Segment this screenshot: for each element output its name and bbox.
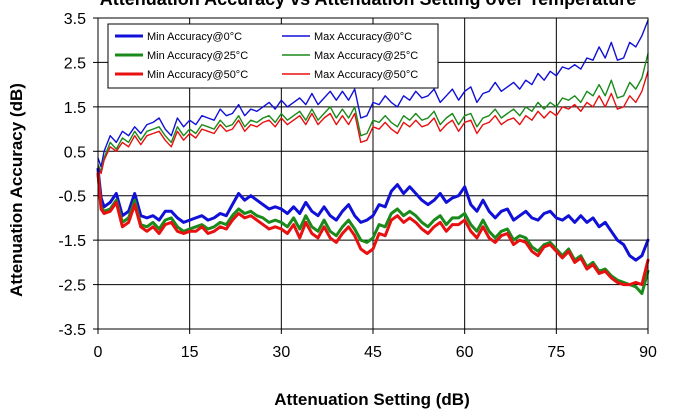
y-tick-label: -2.5 (58, 278, 86, 295)
y-tick-label: 0.5 (64, 144, 86, 161)
legend-label-2: Max Accuracy@0°C (314, 31, 412, 43)
x-tick-label: 90 (639, 344, 657, 361)
x-tick-label: 0 (94, 344, 103, 361)
axis-ticks: 0 15 30 45 60 75 90 3.5 2.5 1.5 0.5 -0.5 -1.5 -2.5 -3.… (58, 11, 657, 361)
legend-label-5: Min Accuracy@50°C (147, 69, 248, 81)
x-tick-label: 60 (456, 344, 474, 361)
y-tick-label: 1.5 (64, 100, 86, 117)
legend-label-6: Max Accuracy@50°C (314, 69, 418, 81)
series-line-6 (97, 70, 649, 175)
chart-title: Attenuation Accuracy vs Attenuation Sett… (100, 0, 636, 9)
series-line-2 (97, 19, 649, 168)
series-lines (96, 19, 650, 295)
y-tick-label: -1.5 (58, 233, 86, 250)
series-line-1 (96, 167, 650, 262)
x-tick-label: 15 (181, 344, 199, 361)
x-tick-label: 45 (364, 344, 382, 361)
y-axis-title: Attenuation Accuracy (dB) (7, 83, 26, 297)
x-tick-label: 30 (272, 344, 290, 361)
series-line-4 (97, 52, 649, 173)
legend-label-3: Min Accuracy@25°C (147, 50, 248, 62)
y-tick-label: -3.5 (58, 322, 86, 339)
x-axis-title: Attenuation Setting (dB) (274, 390, 469, 409)
series-line-5 (96, 172, 650, 287)
y-tick-label: 2.5 (64, 55, 86, 72)
legend-label-1: Min Accuracy@0°C (147, 31, 242, 43)
x-tick-label: 75 (547, 344, 565, 361)
legend-box (107, 23, 439, 89)
legend: Min Accuracy@0°C Max Accuracy@0°C Min Accu… (107, 23, 439, 89)
series-line-3 (96, 172, 650, 295)
y-tick-label: -0.5 (58, 189, 86, 206)
y-tick-label: 3.5 (64, 11, 86, 28)
legend-label-4: Max Accuracy@25°C (314, 50, 418, 62)
